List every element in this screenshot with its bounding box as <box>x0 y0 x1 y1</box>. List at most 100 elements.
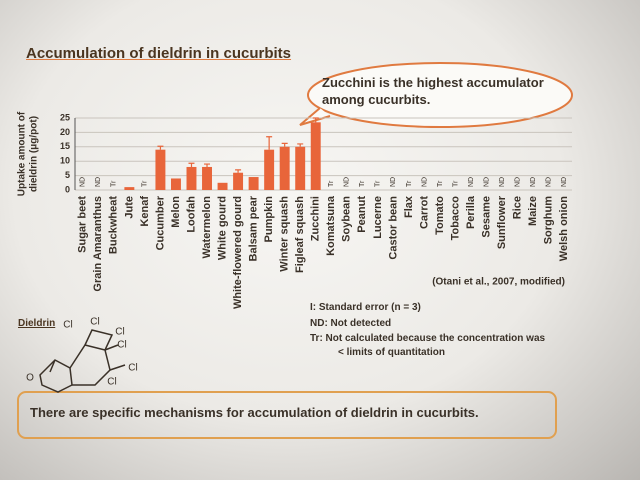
source: (Otani et al., 2007, modified) <box>432 277 565 288</box>
bar <box>202 166 212 190</box>
value-label: ND <box>95 177 102 187</box>
value-label: ND <box>390 177 397 187</box>
x-tick-label: Loofah <box>185 196 197 233</box>
x-tick-label: Jute <box>123 196 135 219</box>
x-tick-label: Tobacco <box>449 196 461 241</box>
structure-name: Dieldrin <box>18 318 56 329</box>
structure-atom: Cl <box>107 377 116 388</box>
x-tick-label: Tomato <box>434 196 446 235</box>
y-tick-label: 20 <box>60 127 70 137</box>
note: < limits of quantitation <box>338 347 445 358</box>
x-tick-label: Flax <box>403 195 415 218</box>
x-tick-label: Winter squash <box>279 196 291 272</box>
bar <box>155 149 166 190</box>
x-tick-label: Sorghum <box>543 196 555 244</box>
conclusion-box <box>17 391 557 439</box>
y-tick-label: 25 <box>60 112 70 122</box>
structure-atom: Cl <box>90 317 99 328</box>
structure-drawing <box>39 329 126 393</box>
x-tick-label: Figleaf squash <box>294 196 306 273</box>
bar <box>279 146 290 190</box>
x-tick-label: Rice <box>512 196 524 219</box>
value-label: ND <box>483 177 490 187</box>
callout-text: Zucchini is the highest accumulator amon… <box>322 75 544 107</box>
value-label: ND <box>546 177 553 187</box>
slide-title: Accumulation of dieldrin in cucurbits <box>26 45 292 62</box>
bar <box>170 178 181 190</box>
value-label: Tr <box>328 180 335 187</box>
callout-tail <box>299 107 331 126</box>
value-label: Tr <box>452 180 459 187</box>
x-tick-label: White gourd <box>216 196 228 260</box>
y-tick-label: 0 <box>65 184 70 194</box>
note: ND: Not detected <box>310 318 392 329</box>
y-axis-label: dieldrin (μg/pot) <box>29 116 40 192</box>
bar <box>295 146 306 190</box>
bar <box>217 182 228 190</box>
structure-atom: Cl <box>128 363 137 374</box>
error-bar <box>235 169 242 173</box>
value-label: Tr <box>375 180 382 187</box>
value-label: Tr <box>142 180 149 187</box>
x-tick-label: Sugar beet <box>77 196 89 253</box>
error-bar <box>188 162 195 167</box>
bar <box>264 149 275 190</box>
structure-atom: Cl <box>117 340 126 351</box>
error-bar <box>281 142 288 147</box>
conclusion-text: There are specific mechanisms for accumu… <box>30 405 479 420</box>
error-bar <box>204 163 211 167</box>
x-tick-label: Carrot <box>418 196 430 229</box>
value-label: ND <box>514 177 521 187</box>
x-tick-label: Soybean <box>341 196 353 242</box>
x-tick-label: Watermelon <box>201 196 213 259</box>
y-axis-label: Uptake amount of <box>17 111 28 196</box>
x-tick-label: Balsam pear <box>248 195 260 261</box>
x-tick-label: Cucumber <box>154 195 166 250</box>
bar <box>310 122 321 190</box>
x-tick-label: Buckwheat <box>108 196 120 254</box>
error-bar <box>266 136 273 150</box>
y-tick-label: 10 <box>60 156 70 166</box>
x-tick-label: Lucerne <box>372 196 384 239</box>
value-label: ND <box>468 177 475 187</box>
value-label: ND <box>530 177 537 187</box>
value-label: Tr <box>437 180 444 187</box>
value-label: ND <box>561 177 568 187</box>
bar <box>233 172 244 190</box>
x-tick-label: Sesame <box>480 196 492 238</box>
value-label: ND <box>421 177 428 187</box>
bar <box>248 177 259 190</box>
x-tick-label: White-flowered gourd <box>232 196 244 309</box>
x-tick-label: Maize <box>527 196 539 226</box>
value-label: Tr <box>111 180 118 187</box>
bar <box>186 166 197 190</box>
value-label: ND <box>344 177 351 187</box>
x-tick-label: Grain Amaranthus <box>92 196 104 292</box>
y-tick-label: 15 <box>60 141 70 151</box>
structure-atom: Cl <box>63 320 72 331</box>
x-tick-label: Pumpkin <box>263 196 275 243</box>
x-tick-label: Perilla <box>465 195 477 229</box>
value-label: ND <box>499 177 506 187</box>
note: I: Standard error (n = 3) <box>310 302 421 313</box>
y-tick-label: 5 <box>65 170 70 180</box>
error-bar <box>297 143 304 147</box>
x-tick-label: Kenaf <box>139 196 151 227</box>
x-tick-label: Peanut <box>356 196 368 233</box>
x-tick-label: Komatsuna <box>325 195 337 256</box>
value-label: ND <box>80 177 87 187</box>
note: Tr: Not calculated because the concentra… <box>310 333 546 344</box>
x-tick-label: Zucchini <box>310 196 322 241</box>
value-label: Tr <box>406 180 413 187</box>
x-tick-label: Welsh onion <box>558 196 570 261</box>
error-bar <box>312 117 319 123</box>
error-bar <box>157 145 164 150</box>
structure-atom: O <box>26 373 34 384</box>
x-tick-label: Sunflower <box>496 195 508 249</box>
callout-bubble <box>307 62 573 128</box>
bar <box>124 187 135 190</box>
value-label: Tr <box>359 180 366 187</box>
structure-atom: Cl <box>115 327 124 338</box>
